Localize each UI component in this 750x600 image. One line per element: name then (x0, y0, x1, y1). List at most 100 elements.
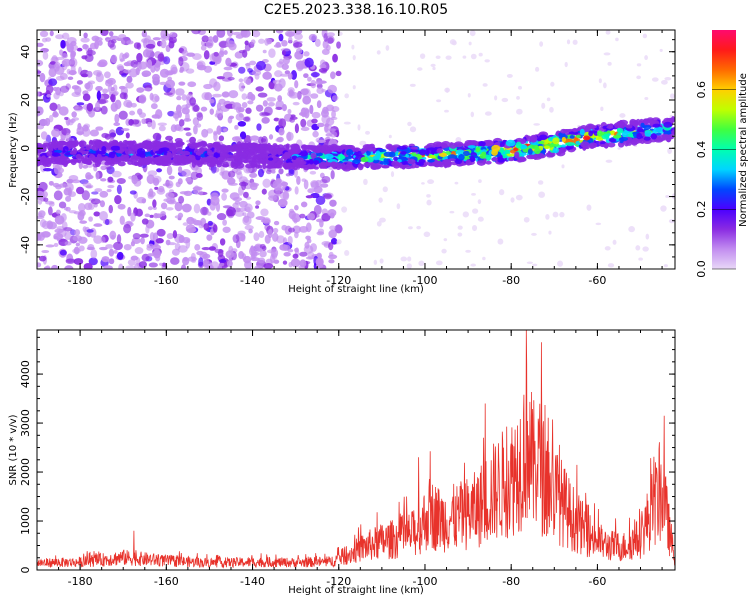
spectrum-speckle (305, 235, 311, 240)
spectrum-speckle (220, 165, 225, 175)
spectrum-speckle (409, 126, 417, 133)
spectrum-speckle (88, 216, 93, 222)
spectrum-speckle (58, 201, 67, 209)
colorbar-tick-label: 0.4 (695, 141, 708, 159)
spectrum-speckle (499, 189, 505, 196)
spectrum-speckle (116, 251, 124, 260)
spectrum-speckle (344, 93, 349, 99)
spectrum-ridge-blob (219, 149, 225, 157)
spectrum-speckle (642, 246, 649, 252)
spectrum-speckle (105, 244, 114, 249)
spectrum-speckle (213, 51, 219, 57)
spectrum-speckle (651, 77, 659, 82)
spectrum-speckle (249, 135, 260, 141)
spectrum-speckle (227, 76, 235, 81)
spectrum-speckle (108, 258, 115, 265)
spectrum-speckle (116, 178, 126, 184)
spectrum-speckle (219, 238, 226, 246)
spectrum-speckle (181, 107, 190, 115)
spectrum-speckle (68, 210, 77, 214)
spectrum-speckle (107, 184, 115, 189)
spectrum-ridge-blob (327, 145, 333, 151)
spectrum-speckle (59, 72, 68, 80)
spectrum-speckle (251, 182, 256, 186)
spectrum-ridge-blob (339, 163, 346, 169)
spectrum-ridge-blob (375, 150, 381, 155)
spectrum-speckle (60, 39, 66, 49)
spectrum-speckle (66, 37, 77, 44)
spectrum-speckle (147, 253, 155, 257)
spectrum-speckle (605, 30, 611, 35)
spectrum-ridge-blob (333, 163, 339, 168)
spectrum-speckle (426, 199, 432, 206)
spectrum-speckle (95, 126, 104, 131)
x-tick-label: -140 (240, 274, 265, 287)
spectrum-speckle (234, 124, 239, 130)
spectrum-speckle (336, 41, 341, 49)
spectrum-speckle (100, 178, 107, 182)
spectrum-speckle (260, 138, 267, 143)
spectrum-speckle (213, 131, 218, 142)
spectrum-speckle (111, 170, 122, 178)
spectrum-speckle (87, 244, 95, 250)
spectrum-ridge-blob (110, 145, 121, 151)
spectrum-speckle (121, 40, 126, 45)
spectrum-speckle (242, 191, 249, 198)
spectrum-speckle (145, 43, 156, 49)
spectrum-ridge-blob (88, 154, 96, 160)
spectrum-speckle (282, 57, 290, 65)
spectrum-speckle (278, 33, 284, 42)
spectrum-speckle (238, 181, 249, 187)
spectrum-speckle (316, 122, 325, 128)
spectrum-ridge-blob (458, 154, 465, 161)
spectrum-speckle (287, 109, 292, 114)
spectrum-speckle (161, 262, 167, 267)
spectrum-speckle (141, 30, 148, 38)
spectrum-speckle (482, 83, 488, 87)
spectrum-speckle (258, 230, 265, 239)
spectrum-speckle (287, 248, 294, 253)
spectrum-speckle (61, 58, 72, 67)
spectrum-speckle (78, 209, 86, 217)
spectrum-speckle (125, 265, 136, 269)
spectrum-speckle (515, 194, 523, 201)
spectrum-speckle (316, 86, 324, 95)
spectrum-speckle (37, 70, 42, 74)
spectrum-speckle (80, 73, 89, 78)
spectrum-speckle (60, 213, 67, 222)
spectrum-ridge-blob (303, 164, 310, 171)
spectrum-speckle (152, 199, 157, 208)
spectrum-speckle (152, 132, 162, 141)
spectrum-speckle (271, 169, 276, 174)
spectrum-speckle (206, 234, 213, 241)
spectrum-speckle (107, 39, 115, 48)
spectrum-speckle (277, 198, 288, 208)
spectrum-ridge-blob (391, 160, 400, 167)
page-title: C2E5.2023.338.16.10.R05 (263, 2, 449, 18)
spectrum-speckle (274, 83, 283, 92)
spectrum-speckle (216, 30, 226, 38)
spectrum-speckle (219, 262, 225, 267)
spectrum-speckle (379, 258, 384, 264)
spectrum-ridge-blob (69, 144, 77, 149)
spectrum-speckle (222, 71, 233, 79)
spectrum-speckle (100, 105, 108, 115)
spectrum-speckle (201, 128, 209, 138)
spectrum-ridge-blob (608, 138, 617, 143)
spectrum-speckle (406, 263, 412, 269)
spectrum-ridge-blob (642, 125, 652, 130)
spectrum-speckle (160, 39, 167, 49)
spectrum-speckle (444, 109, 449, 113)
spectrum-ridge-blob (171, 149, 177, 156)
spectrum-ridge-blob (508, 157, 514, 162)
spectrum-speckle (203, 50, 210, 60)
spectrum-speckle (40, 231, 51, 238)
spectrum-speckle (265, 169, 272, 175)
spectrum-speckle (125, 220, 133, 225)
spectrum-speckle (123, 61, 131, 67)
spectrum-speckle (118, 110, 128, 120)
spectrum-speckle (243, 135, 252, 145)
spectrum-ridge-blob (282, 164, 292, 169)
spectrum-ridge-blob (443, 159, 451, 165)
spectrum-speckle (255, 247, 263, 253)
